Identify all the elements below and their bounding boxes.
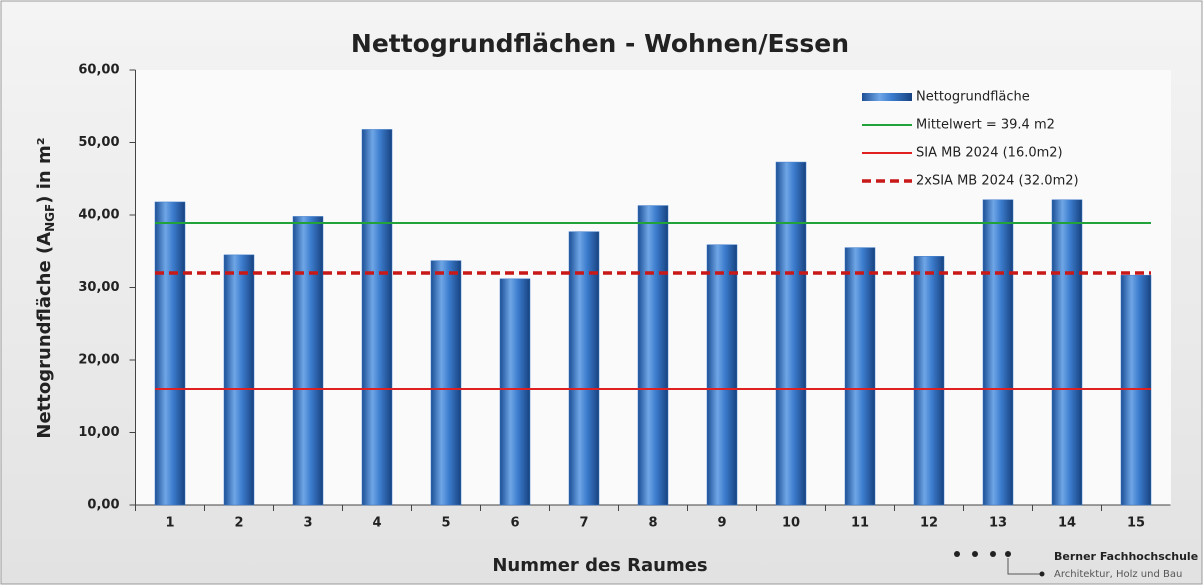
x-axis-title: Nummer des Raumes [492, 555, 707, 576]
legend-label: Mittelwert = 39.4 m2 [916, 118, 1055, 133]
legend-label: SIA MB 2024 (16.0m2) [916, 146, 1063, 161]
bar [775, 161, 807, 506]
bar [292, 216, 324, 506]
logo-name: Berner Fachhochschule [1054, 550, 1198, 563]
bar [223, 254, 255, 506]
x-tick-label: 12 [920, 516, 938, 531]
x-tick-label: 11 [851, 516, 869, 531]
bar [1051, 199, 1083, 506]
logo-department: Architektur, Holz und Bau [1054, 569, 1182, 580]
y-tick-label: 60,00 [78, 63, 119, 78]
x-tick-label: 6 [510, 516, 519, 531]
x-tick-label: 8 [648, 516, 657, 531]
bar [154, 201, 186, 506]
x-tick-label: 4 [372, 516, 381, 531]
bar [706, 244, 738, 506]
bar [637, 205, 669, 506]
x-tick-label: 1 [165, 516, 174, 531]
bar [499, 278, 531, 506]
y-tick-label: 40,00 [78, 208, 119, 223]
bar [844, 247, 876, 506]
x-tick-label: 3 [303, 516, 312, 531]
x-tick-label: 9 [717, 516, 726, 531]
y-tick-label: 30,00 [78, 280, 119, 295]
logo: Berner Fachhochschule Architektur, Holz … [954, 550, 1198, 580]
bar [1120, 274, 1152, 506]
legend: Nettogrundfläche Mittelwert = 39.4 m2 SIA … [842, 80, 1079, 198]
y-tick-label: 20,00 [78, 353, 119, 368]
bar [430, 260, 462, 506]
legend-label: Nettogrundfläche [916, 90, 1030, 105]
bar [361, 129, 393, 506]
x-tick-label: 2 [234, 516, 243, 531]
bar [913, 256, 945, 506]
y-tick-label: 0,00 [87, 498, 119, 513]
y-axis-title: Nettogrundfläche (ANGF) in m² [34, 137, 57, 438]
x-tick-label: 15 [1127, 516, 1145, 531]
x-tick-label: 7 [579, 516, 588, 531]
bar [982, 199, 1014, 506]
x-tick-label: 5 [441, 516, 450, 531]
chart-title: Nettogrundflächen - Wohnen/Essen [351, 29, 849, 58]
legend-label: 2xSIA MB 2024 (32.0m2) [916, 174, 1079, 189]
y-tick-label: 50,00 [78, 135, 119, 150]
y-tick-label: 10,00 [78, 425, 119, 440]
bar [568, 231, 600, 506]
x-tick-label: 10 [782, 516, 800, 531]
legend-swatch [862, 93, 912, 101]
x-tick-label: 14 [1058, 516, 1076, 531]
x-tick-label: 13 [989, 516, 1007, 531]
